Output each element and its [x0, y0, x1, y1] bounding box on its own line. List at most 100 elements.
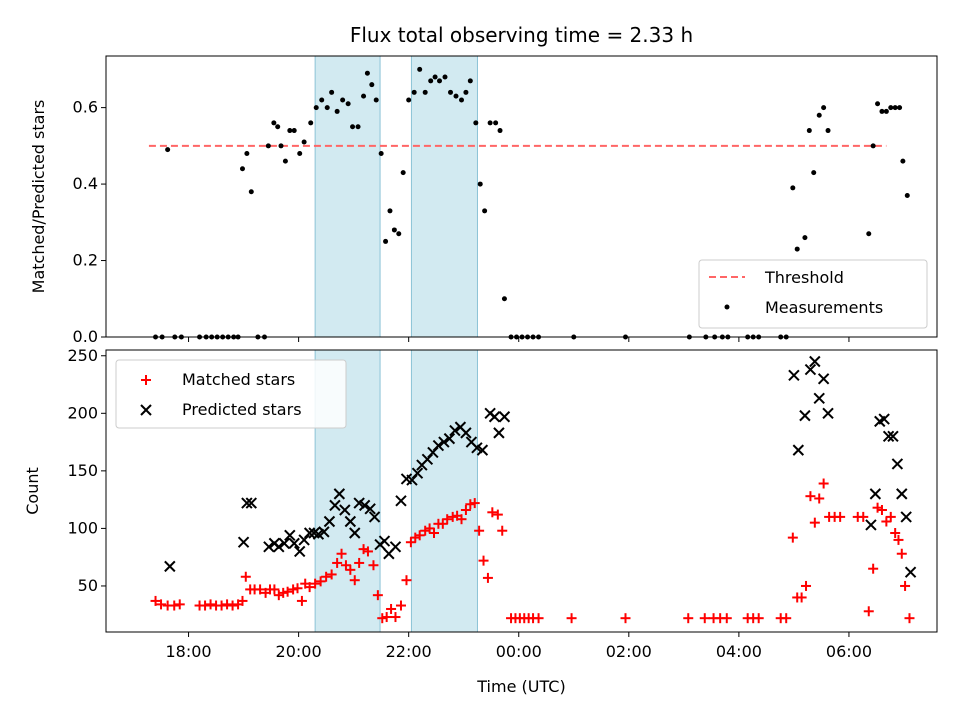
measurement-point [400, 170, 406, 176]
measurement-point [802, 235, 808, 241]
matched-star-point [326, 569, 337, 580]
predicted-star-point [813, 392, 825, 405]
x-tick-label: 22:00 [386, 642, 432, 661]
measurement-point [271, 120, 277, 126]
matched-star-point [390, 612, 401, 623]
measurement-point [825, 128, 831, 134]
chart-title: Flux total observing time = 2.33 h [350, 23, 693, 47]
measurement-point [432, 74, 438, 80]
predicted-star-point [349, 527, 361, 539]
measurement-point [391, 227, 397, 233]
matched-star-point [868, 563, 879, 574]
predicted-star-point [498, 411, 511, 423]
predicted-star-point [817, 373, 830, 385]
measurement-point [248, 189, 254, 195]
matched-star-point [240, 571, 251, 582]
measurement-point [387, 208, 393, 214]
x-axis-label: Time (UTC) [476, 677, 565, 696]
matched-star-point [478, 555, 489, 566]
measurement-point [265, 143, 271, 149]
predicted-star-point [278, 537, 291, 550]
measurement-point [244, 150, 250, 156]
matched-star-point [818, 478, 829, 489]
measurement-point [875, 101, 881, 107]
predicted-star-point [339, 504, 351, 516]
measurement-point [282, 158, 288, 164]
measurement-point [879, 108, 885, 114]
measurement-point [477, 181, 483, 187]
matched-star-point [292, 583, 303, 594]
measurement-point [892, 105, 898, 111]
predicted-star-point [263, 541, 275, 553]
matched-star-point [420, 525, 431, 536]
y-tick-label: 0.2 [73, 251, 98, 270]
predicted-star-point [395, 495, 407, 507]
matched-star-point [442, 514, 453, 525]
legend-matched-swatch [141, 375, 151, 385]
matched-star-point [156, 599, 167, 610]
predicted-star-point [891, 458, 904, 470]
matched-star-point [222, 599, 233, 610]
x-tick-label: 18:00 [165, 642, 211, 661]
measurement-point [361, 93, 367, 99]
predicted-star-point [344, 515, 357, 528]
matched-star-point [386, 603, 397, 614]
matched-star-point [721, 613, 732, 624]
y-tick-label: 250 [67, 346, 98, 365]
predicted-star-point [358, 499, 371, 512]
matched-star-point [405, 537, 416, 548]
legend-predicted-label: Predicted stars [182, 400, 302, 419]
matched-star-point [414, 530, 425, 541]
y-tick-label: 100 [67, 518, 98, 537]
measurement-point [806, 128, 812, 134]
matched-star-point [533, 613, 544, 624]
predicted-star-point [869, 488, 882, 500]
matched-star-point [885, 511, 896, 522]
measurement-point [417, 66, 423, 72]
axis-ticks: 50 100 150 200 250 18:00 20:00 22:00 00:00 02:00 0… [67, 346, 872, 661]
matched-star-point [377, 613, 388, 624]
matched-star-point [904, 613, 915, 624]
matched-star-point [237, 595, 248, 606]
matched-star-point [310, 578, 321, 589]
measurement-point [364, 70, 370, 76]
predicted-star-point [438, 436, 450, 448]
y-tick-label: 150 [67, 461, 98, 480]
legend-plus-marker [141, 375, 151, 385]
measurement-point [383, 238, 389, 244]
measurement-point [453, 93, 459, 99]
matched-star-point [227, 600, 238, 611]
matched-star-point [801, 580, 812, 591]
legend-box [115, 359, 347, 429]
measurement-point [487, 120, 493, 126]
measurement-point [297, 150, 303, 156]
measurement-point [406, 97, 412, 103]
observing-window-span [410, 55, 478, 338]
legend-box [698, 259, 928, 329]
measurement-point [900, 158, 906, 164]
matched-star-point [796, 592, 807, 603]
matched-star-point [474, 525, 485, 536]
matched-star-point [787, 532, 798, 543]
measurement-point [888, 105, 894, 111]
measurement-point [378, 150, 384, 156]
measurement-point [373, 97, 379, 103]
predicted-star-point [792, 444, 805, 456]
plot-frame [105, 349, 938, 633]
measurement-point [428, 78, 434, 84]
predicted-star-point [476, 444, 489, 456]
x-tick-label: 06:00 [826, 642, 872, 661]
predicted-star-point [804, 363, 817, 376]
measurement-point [278, 143, 284, 149]
measurement-point [467, 78, 473, 84]
measurement-point [334, 108, 340, 114]
predicted-star-point [333, 488, 346, 500]
matched-star-point [781, 613, 792, 624]
matched-star-point [354, 557, 365, 568]
predicted-star-point [896, 488, 908, 500]
matched-star-point [876, 504, 887, 515]
matched-star-point [321, 571, 332, 582]
predicted-star-point [329, 499, 341, 512]
measurement-point [816, 112, 822, 118]
